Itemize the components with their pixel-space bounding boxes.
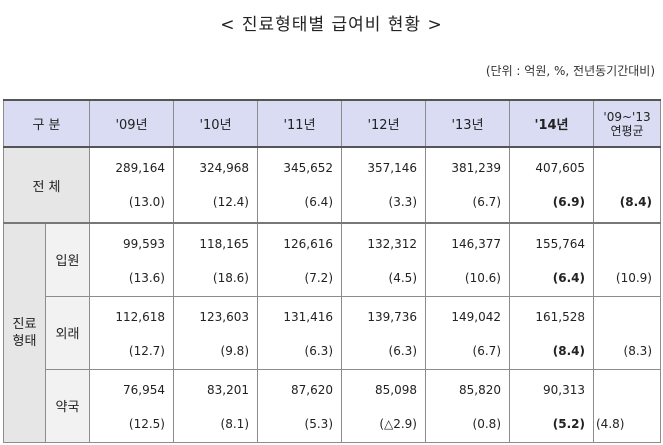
group-label-line2: 형태 (12, 333, 37, 349)
table-cell: 407,605 (6.9) (509, 146, 594, 224)
table-cell: 85,098 (△2.9) (341, 368, 426, 443)
table-cell: 139,736 (6.3) (341, 295, 426, 370)
table-cell: 132,312 (4.5) (341, 222, 426, 297)
row-label-outpatient: 외래 (45, 295, 90, 370)
header-2009: '09년 (89, 99, 174, 148)
table-cell: 289,164 (13.0) (89, 146, 174, 224)
table-row-inpatient: 진료 형태 입원 99,593 (13.6) 118,165 (18.6) 126,… (3, 222, 661, 443)
page-title: < 진료형태별 급여비 현황 > (220, 15, 443, 35)
table-row-total: 전 체 289,164 (13.0) 324,968 (12.4) 345,652(… (3, 146, 661, 224)
table-cell: 131,416 (6.3) (257, 295, 342, 370)
row-label-pharmacy: 약국 (45, 368, 90, 443)
row-label-inpatient: 입원 (45, 222, 90, 297)
table-cell: 146,377 (10.6) (425, 222, 510, 297)
header-2011: '11년 (257, 99, 342, 148)
table-cell: 161,528 (8.4) (509, 295, 594, 370)
table-cell: 123,603 (9.8) (173, 295, 258, 370)
table-cell: 112,618 (12.7) (89, 295, 174, 370)
header-2013: '13년 (425, 99, 510, 148)
group-label-line1: 진료 (12, 316, 37, 332)
table-row-pharmacy: 약국 76,954 (12.5) 83,201 (8.1) 87,620 (5.3) … (4, 368, 661, 443)
table-cell: 155,764 (6.4) (509, 222, 594, 297)
table-cell-average: (4.8) (593, 368, 661, 443)
header-2014: '14년 (509, 99, 594, 148)
unit-note: (단위 : 억원, %, 전년동기간대비) (485, 64, 655, 78)
header-category: 구 분 (3, 99, 90, 148)
table-cell: 83,201 (8.1) (173, 368, 258, 443)
benefit-table: 구 분 '09년 '10년 '11년 '12년 '13년 '14년 '09~'1… (3, 99, 661, 443)
table-cell: 381,239 (6.7) (425, 146, 510, 224)
header-2012: '12년 (341, 99, 426, 148)
table-cell: 345,652 (6.4) (257, 146, 342, 224)
table-cell: 118,165 (18.6) (173, 222, 258, 297)
header-average-period: '09~'13 (603, 109, 651, 124)
table-cell: 87,620 (5.3) (257, 368, 342, 443)
table-cell-average: (8.3) (593, 295, 661, 370)
header-row: 구 분 '09년 '10년 '11년 '12년 '13년 '14년 '09~'1… (3, 99, 661, 148)
table-cell: 149,042 (6.7) (425, 295, 510, 370)
header-average-label: 연평균 (610, 123, 644, 138)
table-cell: 90,313 (5.2) (509, 368, 594, 443)
table-cell: 357,146 (3.3) (341, 146, 426, 224)
table-cell: 76,954 (12.5) (89, 368, 174, 443)
table-cell-average: (8.4) (593, 146, 661, 224)
header-average: '09~'13 연평균 (593, 99, 661, 148)
table-cell: 126,616 (7.2) (257, 222, 342, 297)
header-2010: '10년 (173, 99, 258, 148)
table-cell: 324,968 (12.4) (173, 146, 258, 224)
row-label-total: 전 체 (3, 146, 90, 224)
table-cell-average: (10.9) (593, 222, 661, 297)
table-row-outpatient: 외래 112,618 (12.7) 123,603 (9.8) 131,416 (6.… (4, 295, 661, 370)
table-cell: 99,593 (13.6) (89, 222, 174, 297)
table-cell: 85,820 (0.8) (425, 368, 510, 443)
group-label-care-type: 진료 형태 (3, 222, 46, 443)
